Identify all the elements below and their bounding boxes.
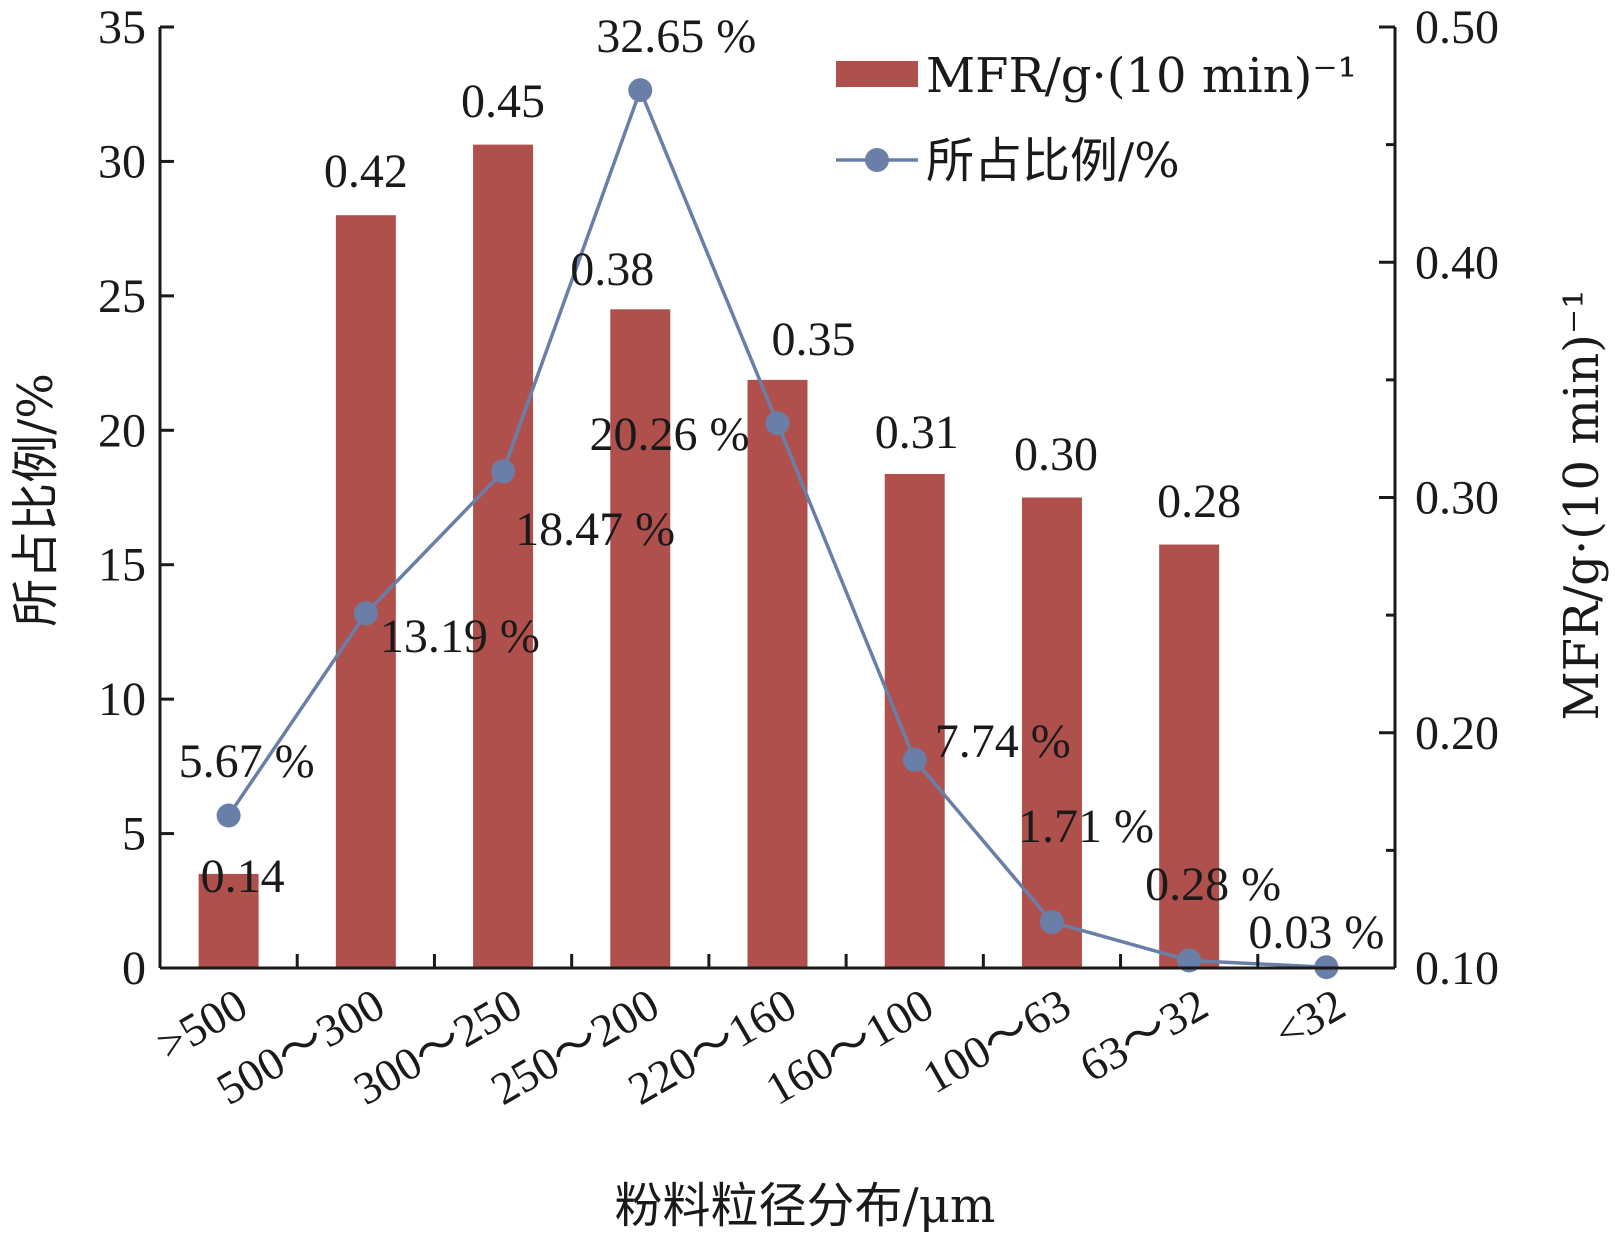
line-point-0 bbox=[216, 803, 241, 828]
line-value-label-7: 0.28 % bbox=[1145, 858, 1281, 911]
left-tick-label-2: 10 bbox=[98, 673, 146, 726]
right-tick-label-0: 0.10 bbox=[1415, 942, 1499, 995]
line-value-label-0: 5.67 % bbox=[179, 735, 315, 788]
axes-layer bbox=[158, 25, 1397, 970]
line-value-label-2: 18.47 % bbox=[515, 503, 675, 556]
bar-value-label-4: 0.35 bbox=[772, 313, 856, 366]
bar-0 bbox=[198, 873, 259, 968]
bar-value-label-5: 0.31 bbox=[875, 406, 959, 459]
legend-line-label: 所占比例/% bbox=[926, 133, 1180, 189]
category-label-6: 100～63 bbox=[914, 978, 1079, 1103]
line-point-1 bbox=[353, 601, 378, 626]
bar-value-label-6: 0.30 bbox=[1014, 428, 1098, 481]
left-tick-label-3: 15 bbox=[98, 539, 146, 592]
bar-6 bbox=[1021, 497, 1082, 968]
line-value-label-4: 20.26 % bbox=[590, 408, 750, 461]
bar-4 bbox=[747, 379, 808, 968]
line-value-label-3: 32.65 % bbox=[596, 10, 756, 63]
right-tick-label-1: 0.20 bbox=[1415, 707, 1499, 760]
line-value-label-1: 13.19 % bbox=[380, 610, 540, 663]
left-tick-label-0: 0 bbox=[122, 942, 146, 995]
left-tick-label-5: 25 bbox=[98, 270, 146, 323]
left-tick-label-6: 30 bbox=[98, 135, 146, 188]
bar-value-label-0: 0.14 bbox=[201, 850, 285, 903]
right-tick-label-4: 0.50 bbox=[1415, 1, 1499, 54]
line-point-6 bbox=[1039, 910, 1064, 935]
y-axis-left-title: 所占比例/% bbox=[8, 373, 64, 627]
line-point-3 bbox=[628, 78, 653, 103]
bar-value-label-3: 0.38 bbox=[570, 243, 654, 296]
line-point-2 bbox=[491, 459, 516, 484]
bar-7 bbox=[1159, 544, 1220, 968]
bar-value-label-1: 0.42 bbox=[324, 145, 408, 198]
line-point-5 bbox=[902, 747, 927, 772]
legend-line-marker bbox=[865, 148, 889, 172]
bar-value-label-7: 0.28 bbox=[1157, 475, 1241, 528]
bar-value-label-2: 0.45 bbox=[461, 75, 545, 128]
bar-3 bbox=[610, 309, 671, 968]
line-point-7 bbox=[1177, 948, 1202, 973]
line-value-label-6: 1.71 % bbox=[1018, 800, 1154, 853]
bars-layer bbox=[198, 144, 1220, 968]
legend-bar-label: MFR/g·(10 min)⁻¹ bbox=[926, 48, 1357, 104]
y-axis-right-title: MFR/g·(10 min)⁻¹ bbox=[1554, 290, 1610, 721]
right-tick-label-3: 0.40 bbox=[1415, 236, 1499, 289]
category-label-7: 63～32 bbox=[1071, 978, 1216, 1091]
line-value-label-5: 7.74 % bbox=[935, 715, 1071, 768]
line-value-label-8: 0.03 % bbox=[1248, 906, 1384, 959]
line-layer bbox=[216, 78, 1339, 980]
legend: MFR/g·(10 min)⁻¹ 所占比例/% bbox=[836, 48, 1357, 189]
left-tick-label-4: 20 bbox=[98, 404, 146, 457]
left-tick-label-7: 35 bbox=[98, 1, 146, 54]
line-point-4 bbox=[765, 411, 790, 436]
x-axis-title: 粉料粒径分布/μm bbox=[615, 1178, 996, 1234]
category-label-8: <32 bbox=[1266, 978, 1354, 1058]
bar-5 bbox=[884, 473, 945, 968]
right-tick-label-2: 0.30 bbox=[1415, 472, 1499, 525]
bar-2 bbox=[473, 144, 534, 968]
left-tick-label-1: 5 bbox=[122, 808, 146, 861]
legend-bar-swatch bbox=[836, 61, 918, 87]
